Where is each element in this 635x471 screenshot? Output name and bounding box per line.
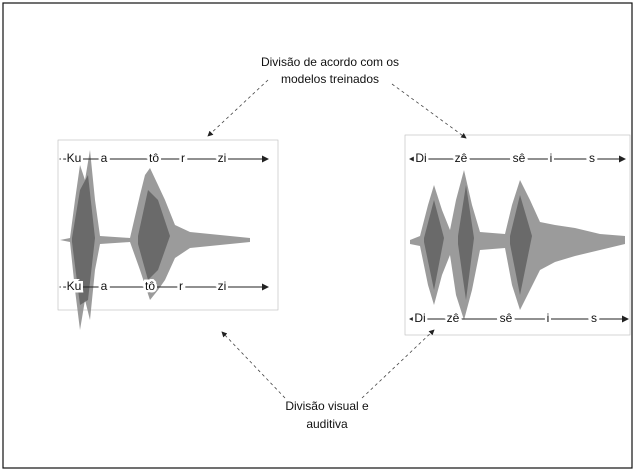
segment-label: -Ku (63, 151, 82, 165)
segment-label: sê (513, 151, 526, 165)
annotation: auditiva (306, 417, 348, 431)
annotation: modelos treinados (281, 72, 379, 86)
segment-label: r (179, 279, 183, 293)
segment-label: r (181, 151, 185, 165)
segment-label: a (101, 279, 108, 293)
segment-label: zi (218, 151, 227, 165)
annotation: Divisão de acordo com os (261, 55, 399, 69)
segment-label: zê (447, 311, 460, 325)
segment-label: i (550, 151, 553, 165)
segment-label: Di (415, 151, 426, 165)
figure: -Ku a tô r zi -Ku a tô r zi Di zê sê i s… (0, 0, 635, 471)
segment-label: tô (145, 279, 155, 293)
segment-label: tô (149, 151, 159, 165)
segment-label: i (547, 311, 550, 325)
segment-label: zi (218, 279, 227, 293)
segment-label: sê (500, 311, 513, 325)
segment-label: zê (455, 151, 468, 165)
segment-label: Di (414, 311, 425, 325)
segment-label: -Ku (63, 279, 82, 293)
segment-label: a (101, 151, 108, 165)
annotation: Divisão visual e (285, 399, 369, 413)
segment-label: s (589, 151, 595, 165)
segment-label: s (591, 311, 597, 325)
